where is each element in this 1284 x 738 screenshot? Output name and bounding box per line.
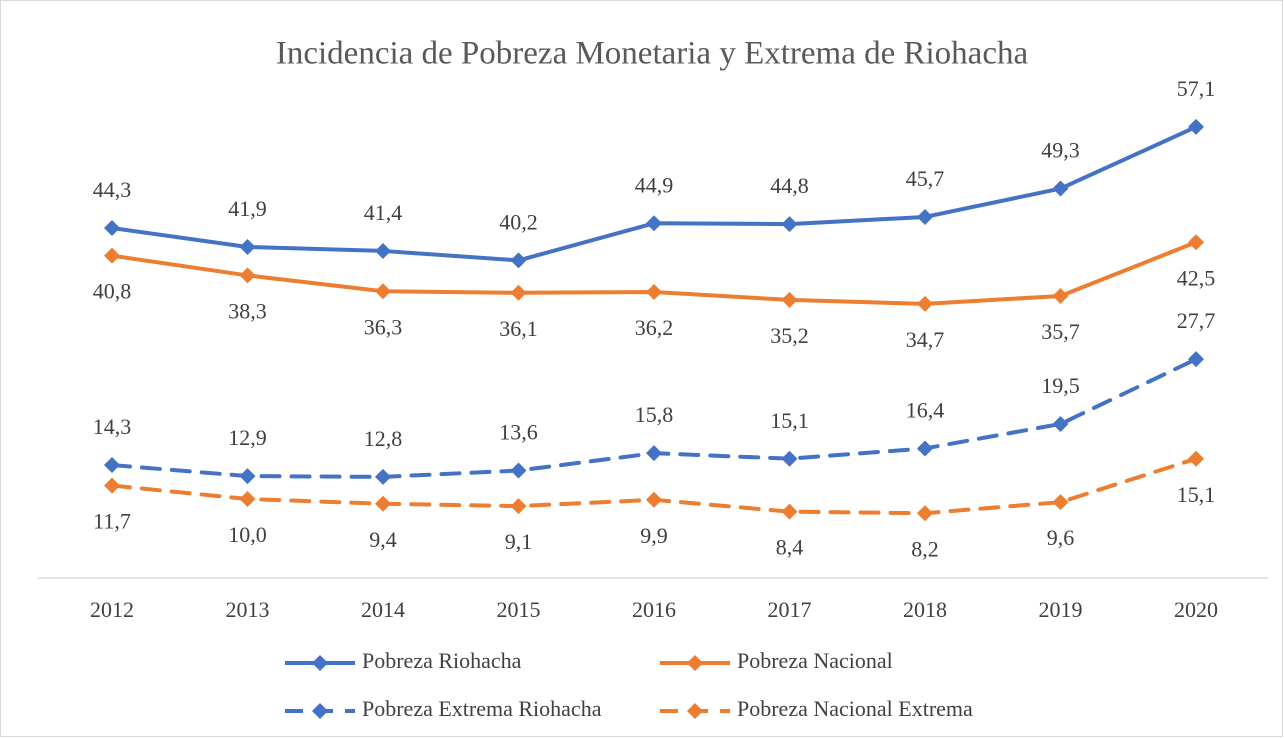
data-label: 10,0 [228, 522, 267, 547]
point-marker [646, 445, 662, 462]
data-label: 11,7 [93, 509, 131, 534]
point-marker [917, 440, 933, 457]
point-marker [510, 252, 527, 269]
point-marker [1052, 494, 1069, 511]
point-marker [1052, 415, 1069, 432]
point-marker [375, 242, 391, 259]
data-label: 15,1 [770, 408, 809, 433]
data-label: 42,5 [1177, 265, 1216, 290]
point-marker [1188, 234, 1204, 251]
chart-title: Incidencia de Pobreza Monetaria y Extrem… [276, 36, 1029, 72]
point-marker [239, 238, 256, 255]
legend-label: Pobreza Extrema Riohacha [362, 696, 602, 721]
point-marker [375, 495, 391, 512]
data-label: 40,2 [499, 209, 538, 234]
data-label: 35,7 [1041, 319, 1080, 344]
point-marker [1052, 180, 1069, 197]
legend-marker [687, 703, 703, 719]
x-tick-label: 2018 [903, 597, 947, 622]
point-marker [1188, 351, 1204, 368]
data-label: 44,3 [93, 177, 132, 202]
data-label: 9,4 [369, 527, 397, 552]
data-label: 57,1 [1177, 76, 1216, 101]
point-marker [646, 284, 662, 301]
data-label: 34,7 [906, 327, 945, 352]
data-label: 16,4 [906, 397, 945, 422]
x-tick-label: 2017 [768, 597, 812, 622]
data-label: 15,8 [635, 402, 674, 427]
point-marker [239, 468, 256, 485]
point-marker [510, 462, 527, 479]
point-marker [1188, 118, 1204, 135]
point-marker [104, 477, 120, 494]
data-label: 27,7 [1177, 308, 1216, 333]
point-marker [646, 491, 662, 508]
data-label: 41,9 [228, 196, 267, 221]
point-marker [646, 215, 662, 232]
data-label: 8,4 [776, 535, 804, 560]
data-label: 9,9 [640, 523, 668, 548]
data-label: 38,3 [228, 298, 267, 323]
data-label: 40,8 [93, 279, 132, 304]
data-label: 44,9 [635, 172, 674, 197]
data-label: 12,9 [228, 425, 267, 450]
data-label: 41,4 [364, 200, 403, 225]
point-marker [375, 468, 391, 485]
point-marker [917, 295, 933, 312]
legend-marker [312, 703, 328, 719]
data-label: 9,1 [505, 529, 533, 554]
point-marker [104, 457, 120, 474]
x-tick-label: 2016 [632, 597, 676, 622]
data-label: 8,2 [911, 536, 939, 561]
data-label: 12,8 [364, 426, 403, 451]
point-marker [510, 284, 527, 301]
legend-label: Pobreza Nacional Extrema [737, 696, 973, 721]
data-label: 36,2 [635, 315, 674, 340]
legend-marker [687, 655, 703, 671]
point-marker [104, 220, 120, 237]
point-marker [239, 491, 256, 507]
point-marker [781, 291, 798, 308]
x-tick-label: 2015 [497, 597, 541, 622]
legend-marker [312, 655, 328, 671]
point-marker [781, 216, 798, 233]
data-label: 19,5 [1041, 373, 1080, 398]
data-label: 45,7 [906, 166, 945, 191]
legend-label: Pobreza Nacional [737, 648, 893, 673]
data-label: 14,3 [93, 414, 132, 439]
point-marker [917, 505, 933, 522]
data-label: 15,1 [1177, 482, 1216, 507]
point-marker [104, 247, 120, 264]
point-marker [917, 208, 933, 225]
x-tick-label: 2013 [226, 597, 270, 622]
point-marker [1188, 450, 1204, 467]
data-label: 36,3 [364, 314, 403, 339]
data-label: 9,6 [1047, 525, 1075, 550]
point-marker [781, 450, 798, 467]
x-tick-label: 2020 [1174, 597, 1218, 622]
data-label: 36,1 [499, 316, 538, 341]
data-label: 35,2 [770, 323, 809, 348]
x-tick-label: 2014 [361, 597, 405, 622]
point-marker [510, 498, 527, 515]
data-label: 13,6 [499, 420, 538, 445]
point-marker [239, 267, 256, 284]
data-label: 44,8 [770, 173, 809, 198]
point-marker [375, 283, 391, 300]
data-label: 49,3 [1041, 138, 1080, 163]
legend-label: Pobreza Riohacha [362, 648, 522, 673]
point-marker [1052, 287, 1069, 304]
point-marker [781, 503, 798, 520]
x-tick-label: 2019 [1039, 597, 1083, 622]
x-tick-label: 2012 [90, 597, 134, 622]
